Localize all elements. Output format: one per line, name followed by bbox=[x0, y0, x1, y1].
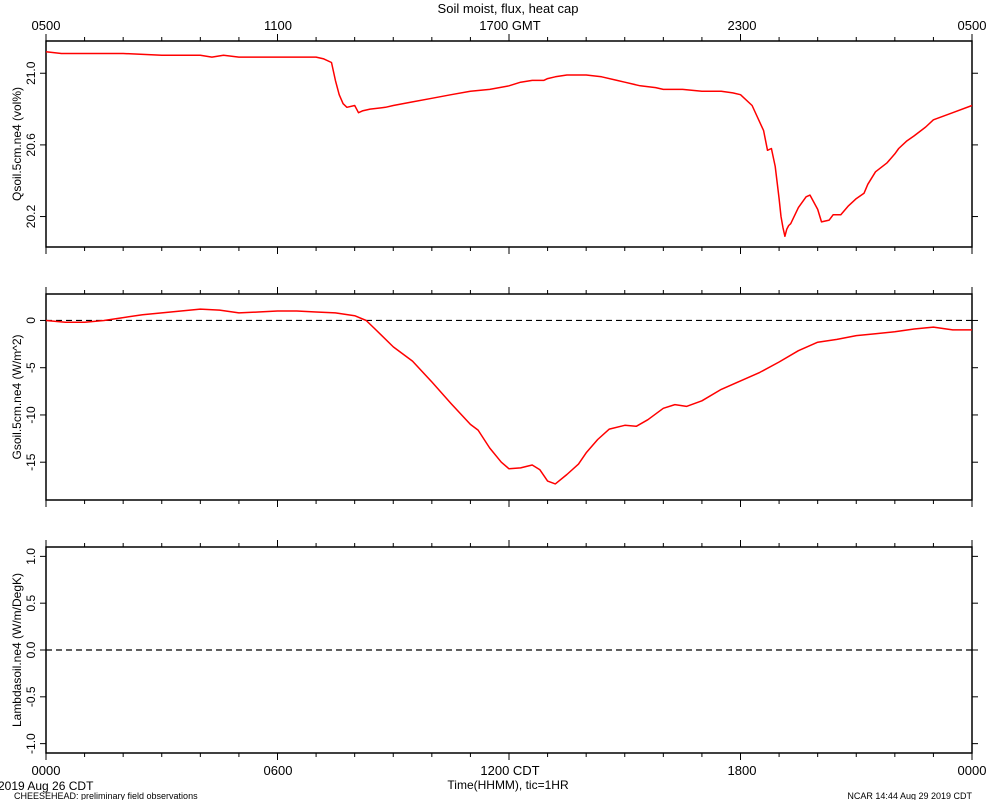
y-axis-label: Gsoil.5cm.ne4 (W/m^2) bbox=[10, 335, 24, 460]
bottom-time-axis-labels: 0000 0600 1200 CDT 1800 0000 bbox=[32, 763, 987, 778]
y-tick-label: 1.0 bbox=[24, 548, 38, 565]
y-tick-label: 0.5 bbox=[24, 595, 38, 612]
y-tick-label: 20.2 bbox=[24, 205, 38, 229]
bottom-tick-label: 1200 CDT bbox=[480, 763, 539, 778]
bottom-tick-label: 0000 bbox=[32, 763, 61, 778]
footer-project: CHEESEHEAD: preliminary field observatio… bbox=[14, 791, 198, 800]
top-time-axis-labels: 0500 1100 1700 GMT 2300 0500 bbox=[32, 18, 987, 33]
y-tick-label: -1.0 bbox=[24, 733, 38, 754]
bottom-tick-label: 0600 bbox=[264, 763, 293, 778]
y-tick-label: -0.5 bbox=[24, 686, 38, 707]
series-line bbox=[45, 50, 973, 238]
y-axis-label: Qsoil.5cm.ne4 (vol%) bbox=[10, 87, 24, 201]
x-axis-label: Time(HHMM), tic=1HR bbox=[447, 778, 569, 792]
footer-credit: NCAR 14:44 Aug 29 2019 CDT bbox=[847, 791, 972, 800]
top-tick-label: 1700 GMT bbox=[479, 18, 540, 33]
chart-title: Soil moist, flux, heat cap bbox=[438, 1, 579, 16]
y-tick-label: 0 bbox=[24, 317, 38, 324]
y-tick-label: 0.0 bbox=[24, 641, 38, 658]
panel-2: -15 -10 -5 0 Gsoil.5cm.ne4 (W/m^2) bbox=[10, 287, 978, 507]
y-tick-label: -5 bbox=[24, 362, 38, 373]
y-tick-label: 21.0 bbox=[24, 61, 38, 85]
y-tick-label: -15 bbox=[24, 453, 38, 471]
y-tick-label: 20.6 bbox=[24, 133, 38, 157]
plot-frame bbox=[45, 40, 973, 248]
y-tick-label: -10 bbox=[24, 406, 38, 424]
y-axis-label: Lambdasoil.ne4 (W/m/DegK) bbox=[10, 573, 24, 727]
bottom-tick-label: 1800 bbox=[728, 763, 757, 778]
top-tick-label: 1100 bbox=[264, 18, 292, 33]
footer-date: 2019 Aug 26 CDT bbox=[0, 779, 94, 793]
top-tick-label: 0500 bbox=[32, 18, 61, 33]
top-tick-label: 0500 bbox=[958, 18, 987, 33]
top-tick-label: 2300 bbox=[728, 18, 757, 33]
series-line bbox=[45, 308, 972, 485]
bottom-tick-label: 0000 bbox=[958, 763, 987, 778]
